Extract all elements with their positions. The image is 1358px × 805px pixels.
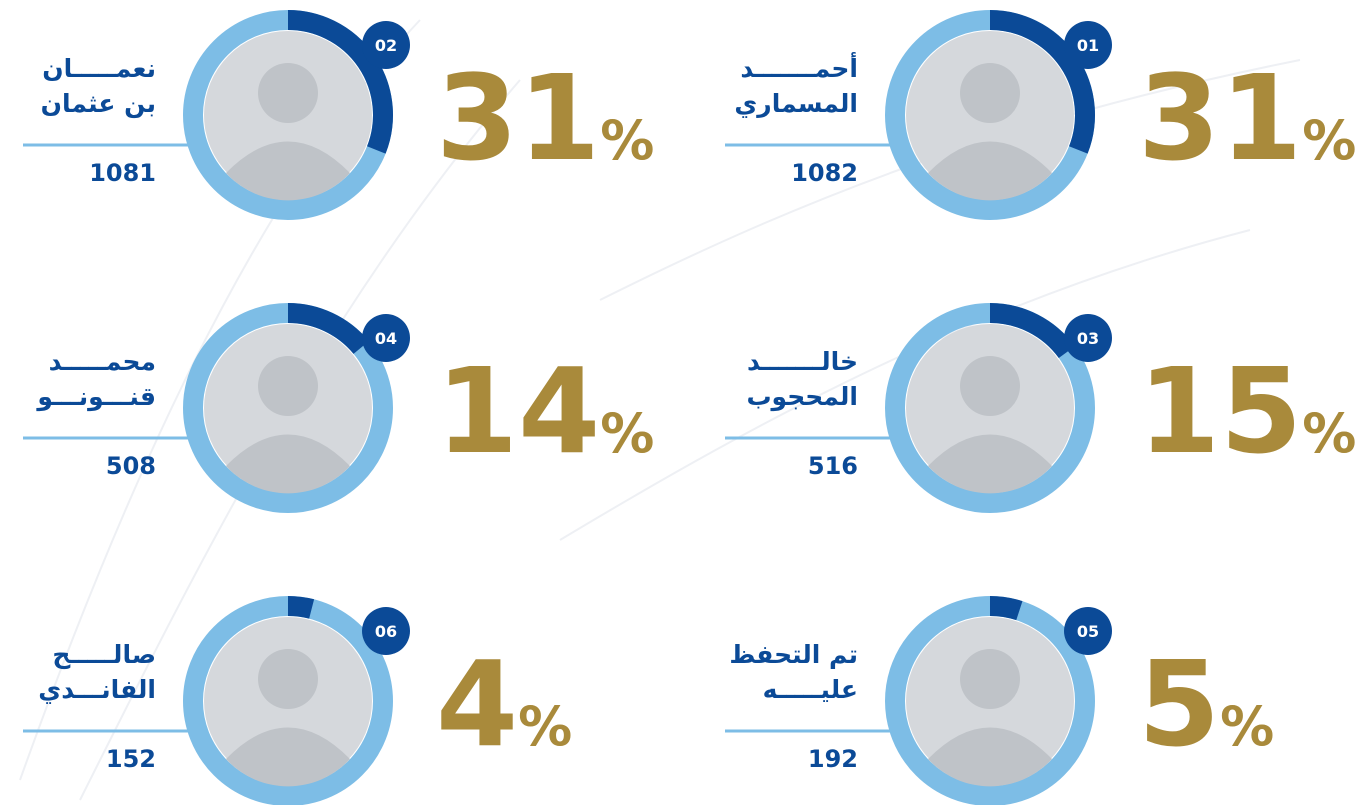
candidate-name: بن عثمان	[41, 89, 156, 119]
photo-silhouette-head	[258, 649, 318, 709]
percent-value: 5%	[1138, 635, 1274, 773]
decor-line	[559, 229, 1251, 541]
candidate-name: خالـــــــد	[747, 347, 858, 376]
vote-count: 516	[808, 452, 858, 480]
ring-progress	[287, 303, 369, 355]
ring-progress	[287, 596, 315, 619]
rank-badge	[362, 21, 410, 69]
percent-sign: %	[1302, 109, 1356, 172]
candidate-card: 03 خالـــــــد المحجوب 516 15%	[725, 303, 1356, 513]
percent-number: 5	[1138, 635, 1220, 773]
ring-progress	[989, 596, 1023, 621]
percent-number: 4	[436, 635, 518, 773]
photo-silhouette-head	[960, 63, 1020, 123]
percent-sign: %	[1220, 695, 1274, 758]
rank-badge	[362, 607, 410, 655]
candidate-name: أحمـــــــد	[740, 52, 858, 83]
candidate-name: صالـــــح	[52, 640, 156, 670]
rank-label: 02	[375, 36, 397, 55]
percent-value: 14%	[436, 342, 654, 480]
photo-silhouette-head	[960, 356, 1020, 416]
photo-silhouette-head	[258, 356, 318, 416]
candidate-card: 04 محمـــــد قنـــونـــو 508 14%	[23, 303, 654, 513]
candidate-name: الفانـــدي	[38, 675, 156, 705]
rank-label: 04	[375, 329, 397, 348]
photo-silhouette-body	[226, 434, 350, 494]
candidate-card: 01 أحمـــــــد المسماري 1082 31%	[725, 10, 1356, 220]
rank-label: 03	[1077, 329, 1099, 348]
rank-badge	[1064, 314, 1112, 362]
candidate-name: المحجوب	[746, 382, 858, 412]
percent-value: 4%	[436, 635, 572, 773]
candidate-name: قنـــونـــو	[35, 382, 156, 412]
photo-silhouette-body	[928, 141, 1052, 201]
photo-silhouette-head	[960, 649, 1020, 709]
rank-badge	[1064, 607, 1112, 655]
candidate-name: محمـــــد	[49, 347, 156, 376]
ring-progress	[989, 10, 1095, 154]
candidate-name: عليـــــه	[763, 675, 858, 704]
candidate-card: 06 صالـــــح الفانـــدي 152 4%	[23, 596, 572, 805]
vote-count: 1081	[89, 159, 156, 187]
vote-count: 1082	[791, 159, 858, 187]
percent-number: 31	[1138, 49, 1302, 187]
photo-silhouette-body	[928, 727, 1052, 787]
percent-value: 31%	[1138, 49, 1356, 187]
vote-count: 508	[106, 452, 156, 480]
rank-badge	[1064, 21, 1112, 69]
photo-silhouette-body	[226, 727, 350, 787]
ring-progress	[287, 10, 393, 154]
candidate-name: تم التحفظ	[729, 640, 858, 669]
ring-progress	[989, 303, 1075, 359]
vote-count: 192	[808, 745, 858, 773]
candidate-name: المسماري	[734, 89, 858, 119]
candidate-card: 02 نعمـــــان بن عثمان 1081 31%	[23, 10, 654, 220]
percent-sign: %	[600, 109, 654, 172]
photo-silhouette-body	[226, 141, 350, 201]
rank-label: 05	[1077, 622, 1099, 641]
candidate-name: نعمـــــان	[42, 54, 156, 83]
vote-count: 152	[106, 745, 156, 773]
percent-value: 31%	[436, 49, 654, 187]
photo-silhouette-head	[258, 63, 318, 123]
percent-number: 14	[436, 342, 600, 480]
percent-number: 31	[436, 49, 600, 187]
rank-label: 01	[1077, 36, 1099, 55]
rank-label: 06	[375, 622, 397, 641]
percent-sign: %	[600, 402, 654, 465]
percent-sign: %	[1302, 402, 1356, 465]
percent-value: 15%	[1138, 342, 1356, 480]
photo-silhouette-body	[928, 434, 1052, 494]
percent-sign: %	[518, 695, 572, 758]
candidate-card: 05 تم التحفظ عليـــــه 192 5%	[725, 596, 1274, 805]
percent-number: 15	[1138, 342, 1302, 480]
rank-badge	[362, 314, 410, 362]
